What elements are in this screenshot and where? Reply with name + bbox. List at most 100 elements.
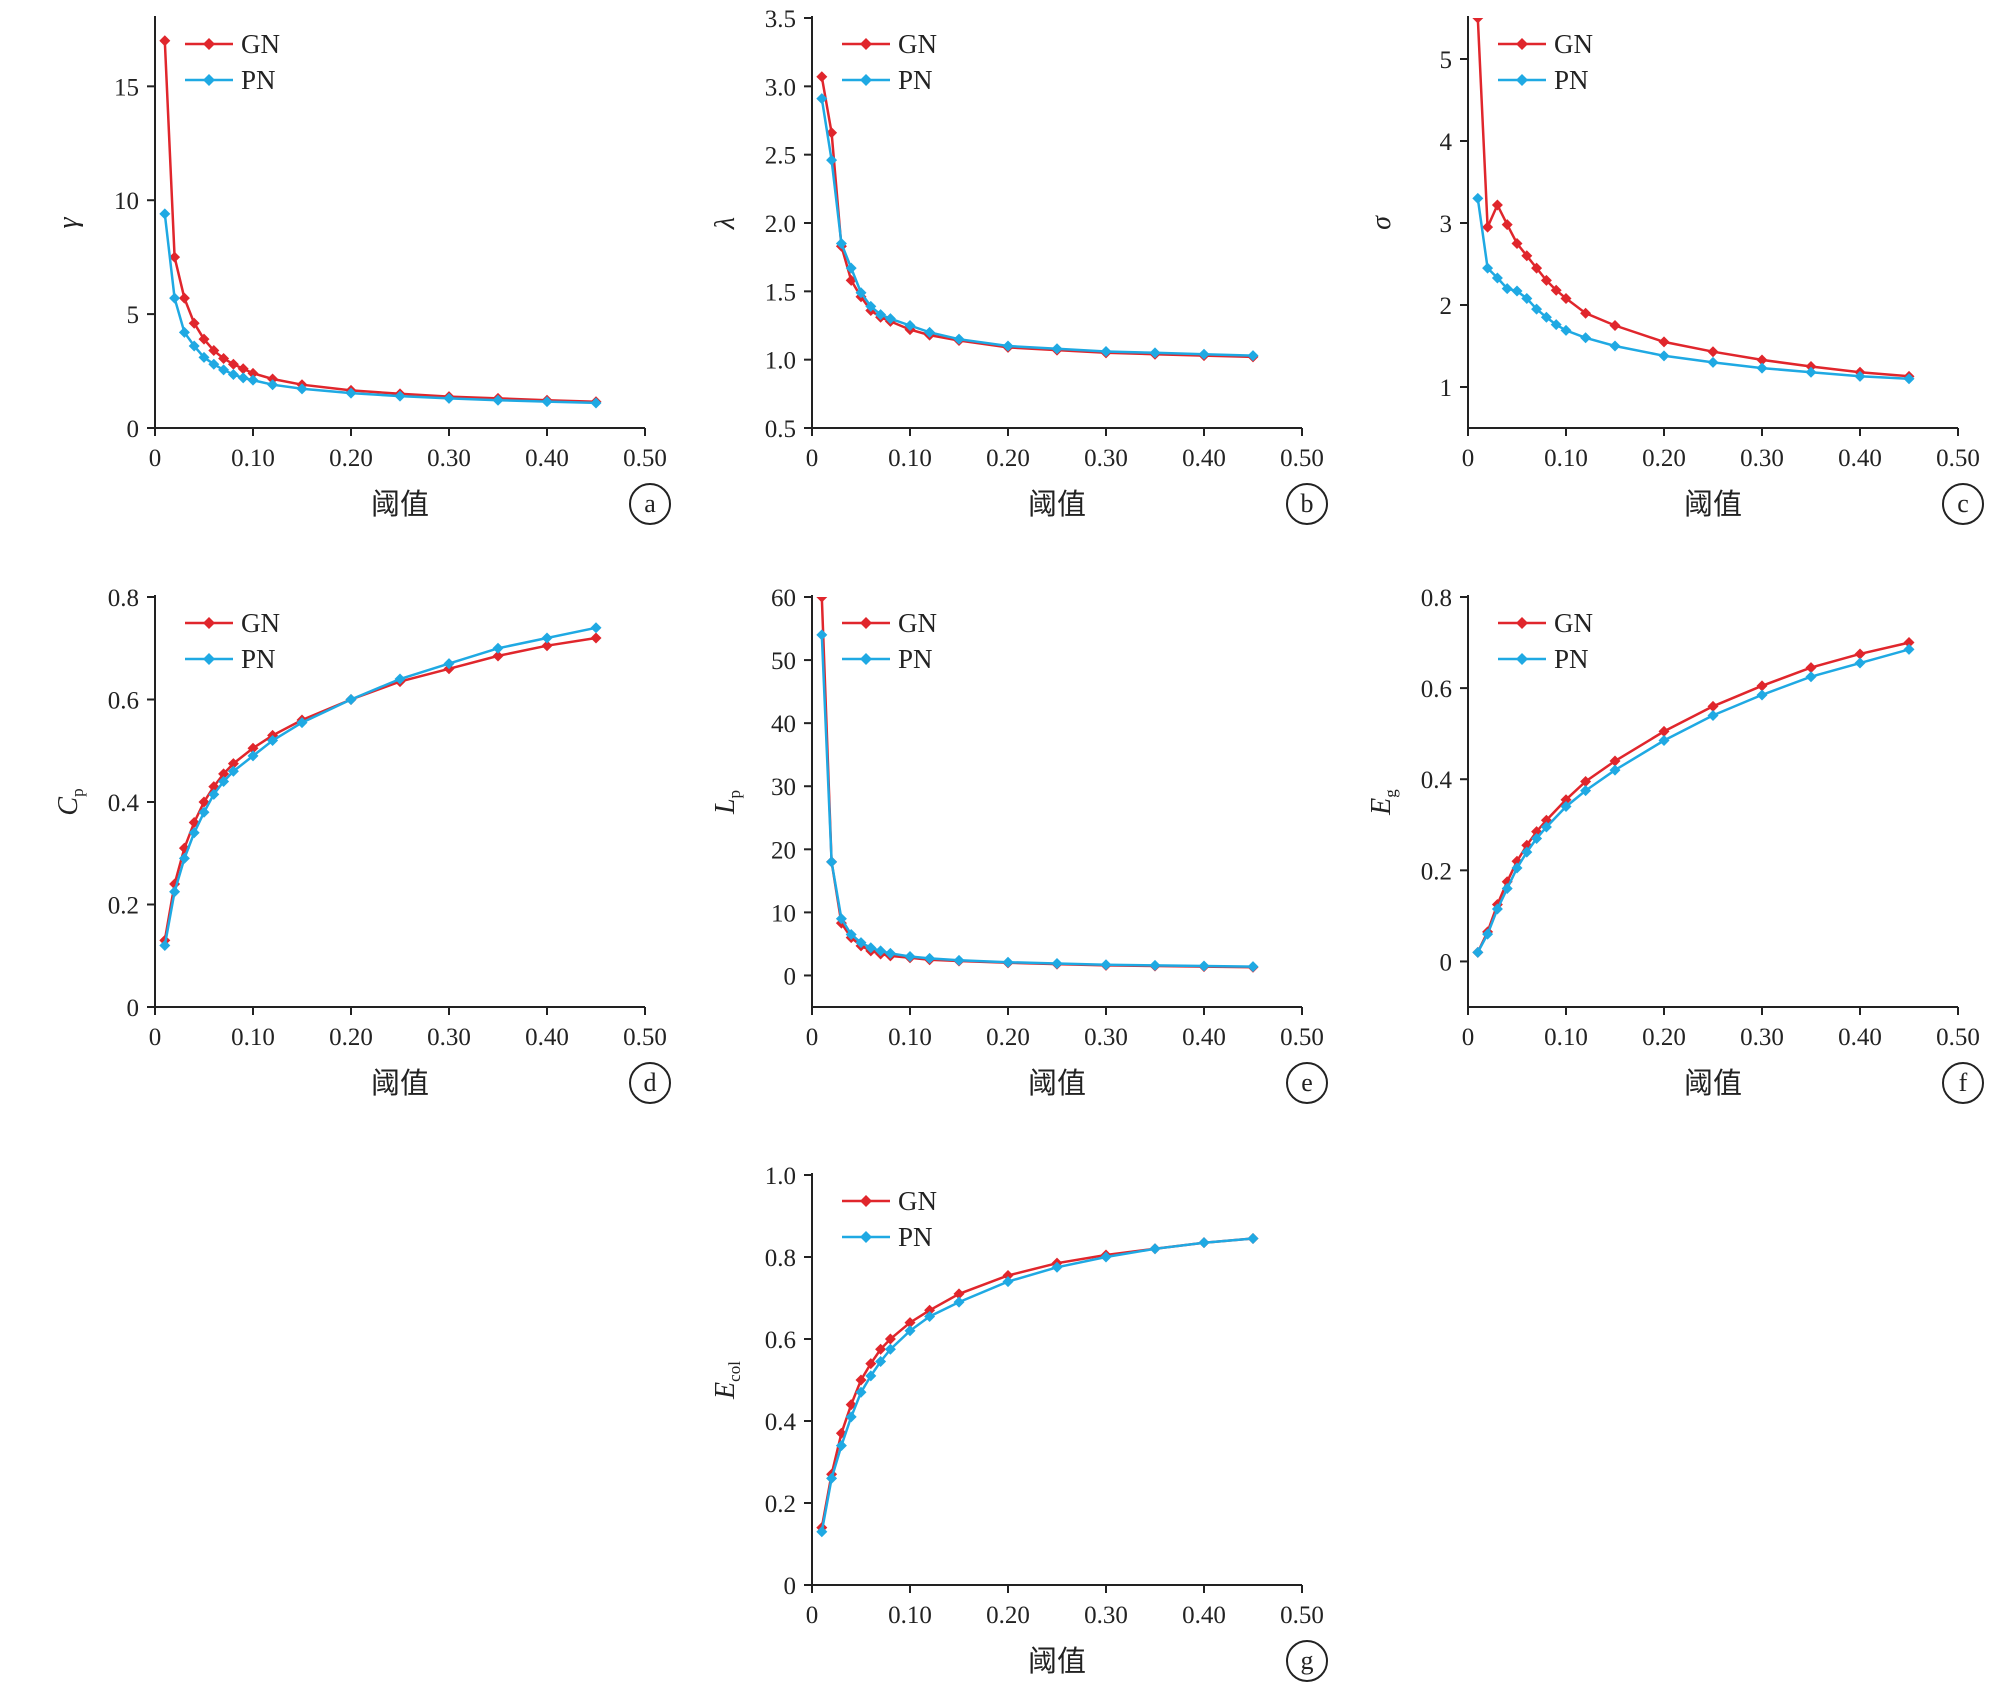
data-point-PN <box>443 392 455 404</box>
data-point-PN <box>826 154 838 166</box>
data-point-GN <box>1501 219 1513 231</box>
data-point-PN <box>1560 324 1572 336</box>
legend-marker-PN <box>203 74 215 86</box>
x-tick-label: 0 <box>806 1024 819 1051</box>
legend-marker-GN <box>203 617 215 629</box>
data-point-PN <box>1531 303 1543 315</box>
y-tick-label: 1 <box>1440 375 1453 402</box>
data-point-GN <box>227 758 239 770</box>
series-line-GN <box>820 597 1254 969</box>
data-point-PN <box>875 1356 887 1368</box>
legend-marker-PN <box>860 1231 872 1243</box>
y-tick-label: 0 <box>784 1573 797 1600</box>
data-point-PN <box>159 940 171 951</box>
data-point-GN <box>247 742 259 754</box>
data-point-GN <box>904 1317 916 1329</box>
data-point-PN <box>875 309 887 321</box>
data-point-PN <box>1482 262 1494 274</box>
data-point-PN <box>835 1440 847 1452</box>
data-point-PN <box>247 374 259 386</box>
legend-label-GN: GN <box>898 608 937 638</box>
data-point-GN <box>1002 1269 1014 1281</box>
data-point-PN <box>816 629 828 641</box>
data-point-PN <box>227 765 239 777</box>
data-point-PN <box>169 292 181 304</box>
x-tick-label: 0.50 <box>1280 445 1324 472</box>
data-point-PN <box>1149 959 1161 971</box>
series-line-PN <box>163 626 597 946</box>
x-tick-label: 0.50 <box>1936 1024 1980 1051</box>
x-tick-label: 0.30 <box>1740 445 1784 472</box>
data-point-PN <box>1501 883 1513 895</box>
data-point-PN <box>1491 272 1503 284</box>
data-point-PN <box>1854 657 1866 669</box>
data-point-GN <box>1482 221 1494 233</box>
y-axis-label-main: λ <box>710 217 741 230</box>
x-tick-label: 0.20 <box>1642 445 1686 472</box>
data-point-GN <box>884 1333 896 1345</box>
data-point-PN <box>1100 345 1112 357</box>
data-point-PN <box>1198 348 1210 360</box>
x-tick-label: 0.20 <box>986 1602 1030 1629</box>
data-point-GN <box>1540 274 1552 286</box>
data-point-PN <box>816 93 828 105</box>
x-tick-label: 0.40 <box>525 445 569 472</box>
data-point-PN <box>1100 959 1112 971</box>
x-tick-label: 0.50 <box>623 1024 667 1051</box>
legend-marker-PN <box>860 653 872 665</box>
data-point-GN <box>169 251 181 263</box>
x-tick-label: 0 <box>1462 445 1475 472</box>
series-GN <box>1472 637 1915 958</box>
y-tick-label: 2 <box>1440 293 1453 320</box>
panel-label: d <box>644 1068 657 1097</box>
series-line-PN <box>820 1237 1254 1532</box>
x-tick-label: 0.30 <box>1740 1024 1784 1051</box>
legend-label-PN: PN <box>241 65 276 95</box>
x-tick-label: 0.40 <box>1182 1602 1226 1629</box>
data-point-PN <box>188 827 200 839</box>
legend-label-PN: PN <box>1554 644 1589 674</box>
data-point-PN <box>198 351 210 363</box>
data-point-GN <box>1511 238 1523 249</box>
data-point-GN <box>218 353 230 365</box>
panel-label-circle <box>1942 483 1984 525</box>
panel-label: f <box>1959 1068 1968 1097</box>
data-point-PN <box>1511 285 1523 297</box>
x-tick-label: 0 <box>149 445 162 472</box>
data-point-PN <box>1707 709 1719 721</box>
data-point-PN <box>904 320 916 331</box>
x-tick-label: 0.30 <box>427 1024 471 1051</box>
series-line-GN <box>1476 641 1910 953</box>
data-point-PN <box>1658 350 1670 362</box>
data-point-PN <box>1521 292 1533 304</box>
data-point-PN <box>492 642 504 654</box>
data-point-PN <box>1903 373 1915 385</box>
legend-marker-GN <box>860 617 872 629</box>
data-point-PN <box>1472 946 1484 958</box>
data-point-PN <box>1247 1233 1259 1245</box>
x-tick-label: 0.10 <box>231 445 275 472</box>
x-axis-title: 阈值 <box>1028 1066 1086 1100</box>
x-tick-label: 0.10 <box>888 445 932 472</box>
panel-label: e <box>1301 1068 1313 1097</box>
data-point-PN <box>1100 1251 1112 1263</box>
data-point-PN <box>953 1296 965 1308</box>
y-tick-label: 0.4 <box>108 790 140 817</box>
legend-marker-PN <box>860 74 872 86</box>
series-PN <box>1472 643 1915 958</box>
legend-label-PN: PN <box>898 644 933 674</box>
legend-label-GN: GN <box>898 1186 937 1216</box>
x-tick-label: 0 <box>1462 1024 1475 1051</box>
series-GN <box>159 35 602 408</box>
y-tick-label: 1.0 <box>765 1163 796 1190</box>
data-point-PN <box>1198 960 1210 972</box>
data-point-PN <box>865 300 877 312</box>
series-line-PN <box>820 98 1254 357</box>
y-tick-label: 20 <box>771 837 796 864</box>
data-point-PN <box>227 368 239 380</box>
data-point-GN <box>227 358 239 370</box>
data-point-PN <box>1560 801 1572 813</box>
legend-marker-PN <box>1516 653 1528 665</box>
panel-label-circle <box>1286 1062 1328 1104</box>
panel-label-circle <box>629 483 671 525</box>
